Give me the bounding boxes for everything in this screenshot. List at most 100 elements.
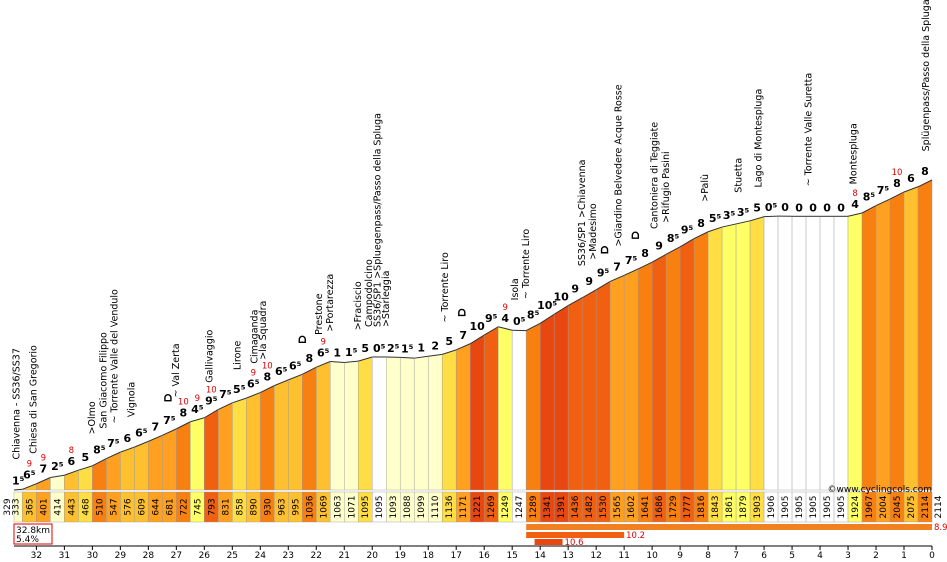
- altitude-label: 1530: [599, 495, 609, 518]
- max-gradient-label: 9: [195, 394, 200, 404]
- gradient-label: 1⁵: [345, 346, 358, 359]
- km-tick-label: 19: [395, 551, 407, 561]
- km-tick-label: 6: [761, 551, 767, 561]
- altitude-label: 1967: [865, 496, 875, 519]
- altitude-label: 2075: [907, 496, 917, 519]
- altitude-label: 1436: [571, 495, 581, 518]
- altitude-label: 468: [81, 498, 91, 515]
- profile-segment: [288, 374, 303, 491]
- gradient-label: 0: [809, 201, 817, 214]
- profile-segment: [553, 305, 569, 491]
- profile-segment: [721, 223, 737, 491]
- profile-edge: [246, 392, 261, 399]
- altitude-label: 1289: [529, 495, 539, 518]
- max-gradient-label: 9: [27, 460, 32, 470]
- steepest-bar: [526, 532, 625, 538]
- gradient-label: 8: [697, 217, 705, 230]
- gradient-label: 6⁵: [23, 469, 36, 482]
- profile-segment: [428, 354, 443, 491]
- km-tick-label: 23: [283, 551, 294, 561]
- start-altitude-label: 329: [3, 498, 13, 515]
- profile-segment: [358, 356, 373, 491]
- altitude-label: 2045: [893, 496, 903, 519]
- summary-gradient: 5.4%: [16, 535, 39, 545]
- gradient-label: 1: [333, 346, 341, 359]
- km-tick-label: 8: [705, 551, 711, 561]
- place-label: >Starleggia: [381, 271, 392, 327]
- gradient-label: 7: [459, 329, 467, 342]
- profile-edge: [22, 483, 37, 490]
- altitude-label: 1136: [445, 495, 455, 518]
- gradient-label: 8⁵: [527, 308, 540, 321]
- profile-edge: [456, 343, 471, 351]
- profile-segment: [525, 322, 541, 491]
- gradient-label: 8: [893, 177, 901, 190]
- profile-segment: [805, 216, 821, 491]
- profile-segment: [162, 428, 177, 491]
- profile-edge: [665, 246, 681, 255]
- km-tick-label: 16: [478, 551, 490, 561]
- profile-segment: [470, 334, 485, 491]
- km-tick-label: 14: [534, 551, 546, 561]
- altitude-label: 547: [109, 498, 119, 515]
- km-tick-label: 3: [845, 551, 851, 561]
- profile-edge: [204, 408, 219, 419]
- km-tick-label: 4: [817, 551, 823, 561]
- profile-edge: [651, 253, 667, 263]
- place-label: >Palù: [700, 174, 711, 202]
- profile-segment: [246, 392, 261, 491]
- profile-edge: [861, 205, 877, 214]
- gradient-label: 9: [571, 283, 579, 296]
- gradient-label: 9⁵: [681, 224, 694, 237]
- tunnel-icon: [600, 246, 609, 254]
- gradient-label: 4: [851, 198, 859, 211]
- km-tick-label: 17: [450, 551, 461, 561]
- profile-edge: [693, 231, 709, 239]
- profile-edge: [469, 334, 485, 345]
- profile-segment: [400, 357, 415, 491]
- gradient-label: 0: [781, 201, 789, 214]
- place-label: ~ Torrente Liro: [521, 229, 532, 300]
- altitude-label: 1249: [501, 495, 511, 518]
- gradient-label: 8: [179, 407, 187, 420]
- profile-edge: [344, 360, 359, 364]
- profile-segment: [92, 458, 107, 491]
- km-tick-label: 15: [506, 551, 517, 561]
- steepest-bar-label: 10.2: [626, 531, 645, 541]
- altitude-label: 745: [193, 498, 203, 515]
- profile-edge: [176, 421, 191, 430]
- place-label: ~ Torrente Valle Suretta: [804, 73, 815, 186]
- gradient-label: 7: [40, 462, 48, 475]
- altitude-label: 1247: [515, 496, 525, 519]
- max-gradient-label: 9: [251, 369, 256, 379]
- altitude-label: 858: [235, 498, 245, 515]
- place-label: >Giardino Belvedere Acque Rosse: [613, 84, 624, 246]
- km-tick-label: 25: [227, 551, 238, 561]
- altitude-label: 1861: [725, 496, 735, 519]
- altitude-label: 1641: [641, 496, 651, 519]
- altitude-label: 1843: [711, 496, 721, 519]
- place-labels: Chiavenna - SS36/SS37 Chiesa di San Grego…: [12, 0, 933, 460]
- profile-edge: [302, 366, 317, 375]
- profile-edge: [637, 261, 653, 270]
- max-gradient-label: 10: [892, 168, 903, 178]
- profile-segment: [316, 361, 331, 491]
- place-label: ~ Torrente Valle del Vendulo: [110, 289, 121, 423]
- profile-edge: [162, 428, 177, 436]
- profile-edge: [92, 458, 107, 467]
- km-tick-label: 7: [733, 551, 739, 561]
- km-tick-label: 2: [873, 551, 879, 561]
- altitude-label: 1391: [557, 496, 567, 519]
- altitude-label: 793: [207, 498, 217, 515]
- tunnel-icon: [631, 231, 640, 239]
- altitude-label: 1341: [543, 496, 553, 519]
- profile-edge: [260, 385, 275, 394]
- altitude-label: 1879: [739, 495, 749, 518]
- tunnel-icon: [458, 308, 466, 317]
- place-label: Gallivaggio: [205, 330, 216, 383]
- place-label: >la Squadra: [258, 301, 269, 360]
- altitude-label: 1905: [837, 496, 847, 519]
- profile-edge: [36, 477, 51, 485]
- profile-edge: [106, 451, 121, 460]
- place-label: Lago di Montespluga: [753, 89, 764, 188]
